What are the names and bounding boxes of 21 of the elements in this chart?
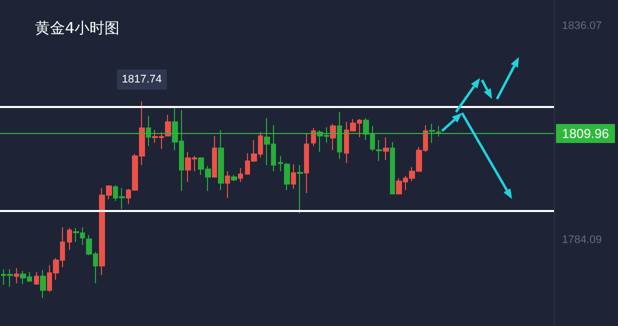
candlestick bbox=[225, 170, 230, 198]
candlestick bbox=[304, 132, 309, 194]
candlestick bbox=[330, 123, 336, 151]
candlestick bbox=[291, 164, 296, 190]
candlestick bbox=[212, 135, 217, 178]
candlestick bbox=[311, 128, 316, 147]
candlestick bbox=[34, 272, 39, 286]
candlestick bbox=[297, 164, 303, 214]
y-tick-label: 1784.09 bbox=[562, 234, 602, 246]
y-tick-label: 1836.07 bbox=[562, 20, 602, 32]
candlestick bbox=[383, 136, 389, 161]
ref-line-label: 1809.96 bbox=[562, 126, 609, 142]
candlestick bbox=[390, 142, 395, 194]
candlestick bbox=[14, 267, 19, 284]
candlestick bbox=[376, 139, 382, 162]
annotation: 1817.74 bbox=[122, 74, 162, 86]
candlestick bbox=[231, 174, 237, 182]
candlestick bbox=[238, 167, 243, 182]
candlestick bbox=[40, 270, 46, 299]
text: 黄金4小时图 bbox=[35, 19, 120, 38]
candlestick bbox=[67, 228, 72, 250]
